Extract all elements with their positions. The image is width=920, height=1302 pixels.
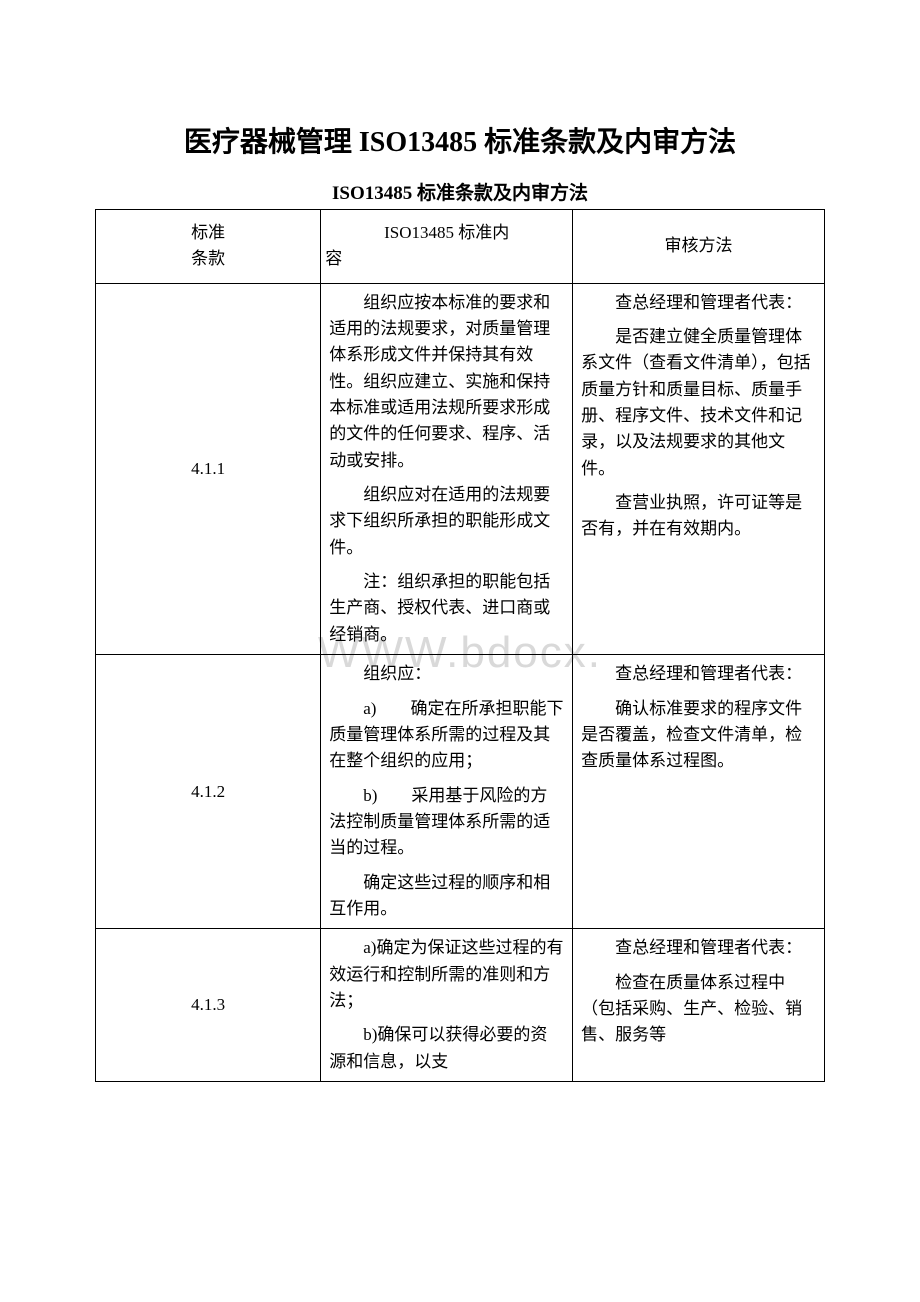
content-cell: 组织应按本标准的要求和适用的法规要求，对质量管理体系形成文件并保持其有效性。组织… [321,283,573,654]
clause-cell: 4.1.2 [96,655,321,929]
content-para: a) 确定在所承担职能下质量管理体系所需的过程及其在整个组织的应用； [329,696,564,775]
table-header-row: 标准 条款 ISO13485 标准内 容 审核方法 [96,210,825,284]
audit-para: 查总经理和管理者代表： [581,290,816,316]
content-para: 确定这些过程的顺序和相互作用。 [329,870,564,923]
sub-title: ISO13485 标准条款及内审方法 [95,178,825,205]
header-col1-line1: 标准 [100,220,316,246]
audit-para: 检查在质量体系过程中（包括采购、生产、检验、销售、服务等 [581,970,816,1049]
table-row: 4.1.2 组织应： a) 确定在所承担职能下质量管理体系所需的过程及其在整个组… [96,655,825,929]
clause-cell: 4.1.1 [96,283,321,654]
content-para: 组织应对在适用的法规要求下组织所承担的职能形成文件。 [329,482,564,561]
audit-para: 查总经理和管理者代表： [581,935,816,961]
audit-cell: 查总经理和管理者代表： 检查在质量体系过程中（包括采购、生产、检验、销售、服务等 [573,929,825,1082]
audit-cell: 查总经理和管理者代表： 是否建立健全质量管理体系文件（查看文件清单），包括质量方… [573,283,825,654]
header-col2-line1: ISO13485 标准内 [325,220,568,246]
clause-cell: 4.1.3 [96,929,321,1082]
table-row: 4.1.3 a)确定为保证这些过程的有效运行和控制所需的准则和方法； b)确保可… [96,929,825,1082]
content-para: 组织应： [329,661,564,687]
main-title: 医疗器械管理 ISO13485 标准条款及内审方法 [95,120,825,160]
table-row: 4.1.1 组织应按本标准的要求和适用的法规要求，对质量管理体系形成文件并保持其… [96,283,825,654]
content-para: b) 采用基于风险的方法控制质量管理体系所需的适当的过程。 [329,783,564,862]
content-cell: a)确定为保证这些过程的有效运行和控制所需的准则和方法； b)确保可以获得必要的… [321,929,573,1082]
content-para: 注：组织承担的职能包括生产商、授权代表、进口商或经销商。 [329,569,564,648]
content-para: 组织应按本标准的要求和适用的法规要求，对质量管理体系形成文件并保持其有效性。组织… [329,290,564,474]
audit-para: 查总经理和管理者代表： [581,661,816,687]
content-para: a)确定为保证这些过程的有效运行和控制所需的准则和方法； [329,935,564,1014]
header-col1: 标准 条款 [96,210,321,284]
header-col2: ISO13485 标准内 容 [321,210,573,284]
audit-para: 查营业执照，许可证等是否有，并在有效期内。 [581,490,816,543]
header-col2-line2: 容 [325,246,568,272]
audit-cell: 查总经理和管理者代表： 确认标准要求的程序文件是否覆盖，检查文件清单，检查质量体… [573,655,825,929]
standards-table: 标准 条款 ISO13485 标准内 容 审核方法 4.1.1 组织应按本标准的… [95,209,825,1082]
content-cell: 组织应： a) 确定在所承担职能下质量管理体系所需的过程及其在整个组织的应用； … [321,655,573,929]
content-para: b)确保可以获得必要的资源和信息，以支 [329,1022,564,1075]
header-col1-line2: 条款 [100,246,316,272]
audit-para: 是否建立健全质量管理体系文件（查看文件清单），包括质量方针和质量目标、质量手册、… [581,324,816,482]
audit-para: 确认标准要求的程序文件是否覆盖，检查文件清单，检查质量体系过程图。 [581,696,816,775]
header-col3: 审核方法 [573,210,825,284]
